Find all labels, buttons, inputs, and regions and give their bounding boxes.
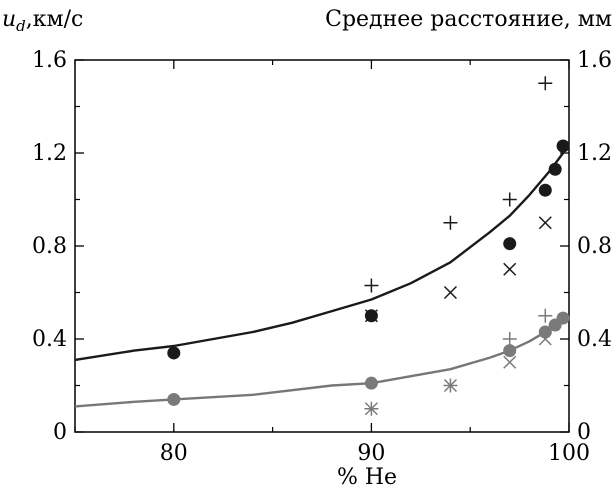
x-axis-label: % He (337, 465, 397, 490)
y-tick-label-right: 1.2 (577, 141, 612, 166)
y-tick-label-right: 1.6 (577, 48, 612, 73)
cross-marker (538, 332, 552, 346)
fit-lines (74, 152, 565, 408)
y-tick-label-left: 1.6 (32, 48, 67, 73)
plus-marker (443, 215, 458, 230)
cross-marker (443, 378, 457, 393)
circle-marker (167, 392, 181, 406)
cross-marker (443, 285, 457, 300)
circle-marker (503, 344, 517, 358)
plus-marker (538, 76, 553, 91)
fit-line-1 (74, 152, 565, 362)
x-tick-label: 80 (160, 441, 188, 466)
fit-line-2 (74, 319, 564, 408)
circle-marker (503, 237, 517, 251)
circle-marker (167, 346, 181, 360)
plus-marker (364, 278, 379, 293)
x-tick-label: 100 (548, 441, 590, 466)
x-axis: 80 90 100 (74, 60, 590, 466)
y-tick-label-left: 1.2 (32, 141, 67, 166)
cross-marker (538, 216, 552, 230)
y-axis-right: 0 0.4 0.8 1.2 1.6 (560, 48, 612, 445)
cross-marker (364, 402, 378, 416)
y-axis-left: 0 0.4 0.8 1.2 1.6 (32, 48, 84, 445)
plot-frame (74, 59, 570, 433)
y-tick-label-right: 0.4 (577, 327, 612, 352)
circle-marker (538, 183, 552, 197)
circle-marker (556, 311, 570, 325)
cross-marker (503, 355, 517, 369)
circle-marker (364, 376, 378, 390)
circle-marker (556, 139, 570, 153)
plus-marker (502, 192, 517, 207)
plus-marker (502, 332, 517, 346)
circle-marker (548, 162, 562, 176)
cross-marker (503, 262, 517, 276)
y-axis-right-label: Среднее расстояние, мм (325, 7, 612, 32)
y-tick-label-left: 0.8 (32, 234, 67, 259)
plus-marker (538, 308, 553, 323)
y-axis-left-label: ud,км/с (2, 7, 83, 35)
y-tick-label-left: 0.4 (32, 327, 67, 352)
x-tick-label: 90 (357, 441, 385, 466)
y-tick-label-left: 0 (53, 420, 67, 445)
y-tick-label-right: 0.8 (577, 234, 612, 259)
plot-border (74, 59, 570, 433)
cross-marker (364, 309, 378, 323)
data-markers (167, 76, 570, 416)
y-tick-label-right: 0 (577, 420, 591, 445)
